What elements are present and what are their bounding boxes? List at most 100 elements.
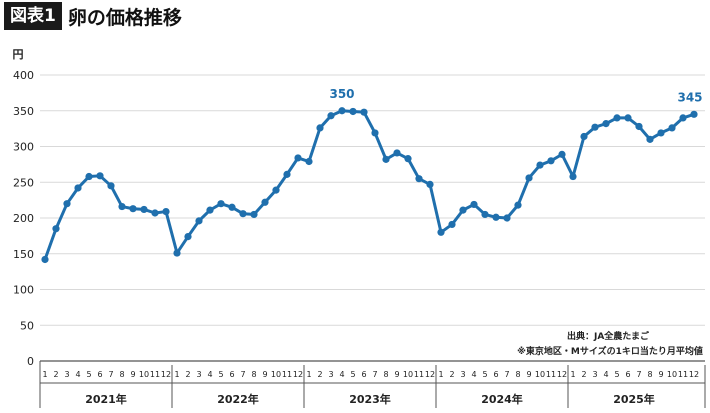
data-point [52, 225, 60, 233]
data-point [118, 202, 126, 211]
y-tick-labels: 0 50 100 150 200 250 300 350 400 [13, 69, 34, 368]
data-point [327, 112, 335, 120]
y-tick-label: 100 [13, 284, 34, 297]
y-tick-label: 300 [13, 141, 34, 154]
month-tick-label: 4 [339, 370, 344, 379]
month-tick-label: 5 [482, 370, 487, 379]
annotations: 350 345 [329, 87, 702, 105]
data-point [558, 150, 566, 158]
month-tick-label: 7 [636, 370, 641, 379]
month-tick-label: 3 [196, 370, 201, 379]
data-point [624, 114, 632, 122]
y-tick-label: 200 [13, 212, 34, 225]
month-tick-label: 9 [394, 370, 399, 379]
data-point [305, 157, 313, 166]
data-point [140, 205, 148, 214]
data-label: 345 [677, 90, 702, 104]
data-point [613, 114, 621, 122]
data-point [415, 175, 423, 183]
month-tick-label: 4 [75, 370, 80, 379]
month-tick-label: 10 [271, 370, 281, 379]
figure-header: 図表1 卵の価格推移 [0, 0, 182, 32]
month-tick-label: 5 [350, 370, 355, 379]
month-tick-label: 6 [493, 370, 498, 379]
data-point [239, 210, 247, 218]
data-point [360, 108, 368, 116]
month-tick-label: 1 [306, 370, 311, 379]
month-tick-label: 8 [383, 370, 388, 379]
data-point [107, 182, 115, 190]
data-point [217, 200, 225, 208]
month-tick-label: 6 [361, 370, 366, 379]
data-point [151, 209, 159, 217]
y-tick-label: 350 [13, 105, 34, 118]
data-point [184, 232, 192, 241]
y-tick-label: 50 [20, 319, 34, 332]
grid-lines [40, 74, 705, 362]
data-point [74, 184, 82, 192]
data-point [503, 214, 511, 222]
data-point [525, 174, 533, 182]
month-tick-label: 12 [293, 370, 303, 379]
month-tick-label: 8 [119, 370, 124, 379]
month-tick-label: 10 [667, 370, 677, 379]
data-point [129, 205, 137, 213]
month-tick-label: 4 [471, 370, 476, 379]
month-tick-label: 2 [53, 370, 58, 379]
year-label: 2024年 [481, 392, 523, 406]
month-tick-label: 3 [460, 370, 465, 379]
month-tick-label: 7 [240, 370, 245, 379]
data-point [195, 217, 203, 225]
price-series [41, 107, 698, 264]
source-line-1: 出典：JA全農たまご [567, 330, 650, 342]
month-tick-label: 12 [161, 370, 171, 379]
data-point [591, 123, 599, 131]
data-point [371, 129, 379, 137]
month-tick-label: 9 [130, 370, 135, 379]
month-tick-label: 3 [328, 370, 333, 379]
data-point [635, 122, 643, 131]
month-tick-label: 1 [438, 370, 443, 379]
data-point [162, 207, 170, 216]
month-tick-label: 9 [526, 370, 531, 379]
data-point [272, 186, 280, 194]
month-tick-label: 5 [218, 370, 223, 379]
month-tick-label: 6 [229, 370, 234, 379]
data-point [437, 228, 445, 236]
month-tick-label: 7 [108, 370, 113, 379]
data-point [294, 154, 302, 162]
month-tick-label: 8 [251, 370, 256, 379]
y-tick-label: 0 [27, 355, 34, 368]
year-label: 2023年 [349, 392, 391, 406]
month-tick-label: 3 [592, 370, 597, 379]
data-point [646, 135, 654, 143]
source-line-2: ※東京地区・Mサイズの1キロ当たり月平均値 [517, 345, 703, 357]
month-tick-label: 2 [449, 370, 454, 379]
month-tick-label: 9 [658, 370, 663, 379]
month-tick-label: 2 [317, 370, 322, 379]
data-point [514, 201, 522, 209]
data-point [41, 255, 49, 264]
month-tick-label: 9 [262, 370, 267, 379]
month-tick-label: 1 [174, 370, 179, 379]
month-tick-label: 11 [282, 370, 292, 379]
data-point [206, 206, 214, 214]
month-tick-label: 12 [689, 370, 699, 379]
data-point [393, 149, 401, 157]
y-tick-label: 400 [13, 69, 34, 82]
data-point [63, 200, 71, 208]
data-point [85, 172, 93, 181]
data-label: 350 [329, 87, 354, 101]
data-point [580, 132, 588, 141]
month-tick-label: 3 [64, 370, 69, 379]
x-axis-labels: 1 2 3 4 5 6 7 8 9 10 11 12 1 2 3 4 5 6 7 8 9 10 11 12 1 2 3 4 5 6 7 8 9 1… [42, 370, 699, 406]
month-tick-label: 7 [372, 370, 377, 379]
month-tick-label: 1 [570, 370, 575, 379]
month-tick-label: 2 [581, 370, 586, 379]
y-tick-label: 150 [13, 248, 34, 261]
axes [39, 361, 706, 408]
data-point [382, 155, 390, 163]
figure-badge: 図表1 [4, 2, 62, 30]
data-point [492, 213, 500, 221]
